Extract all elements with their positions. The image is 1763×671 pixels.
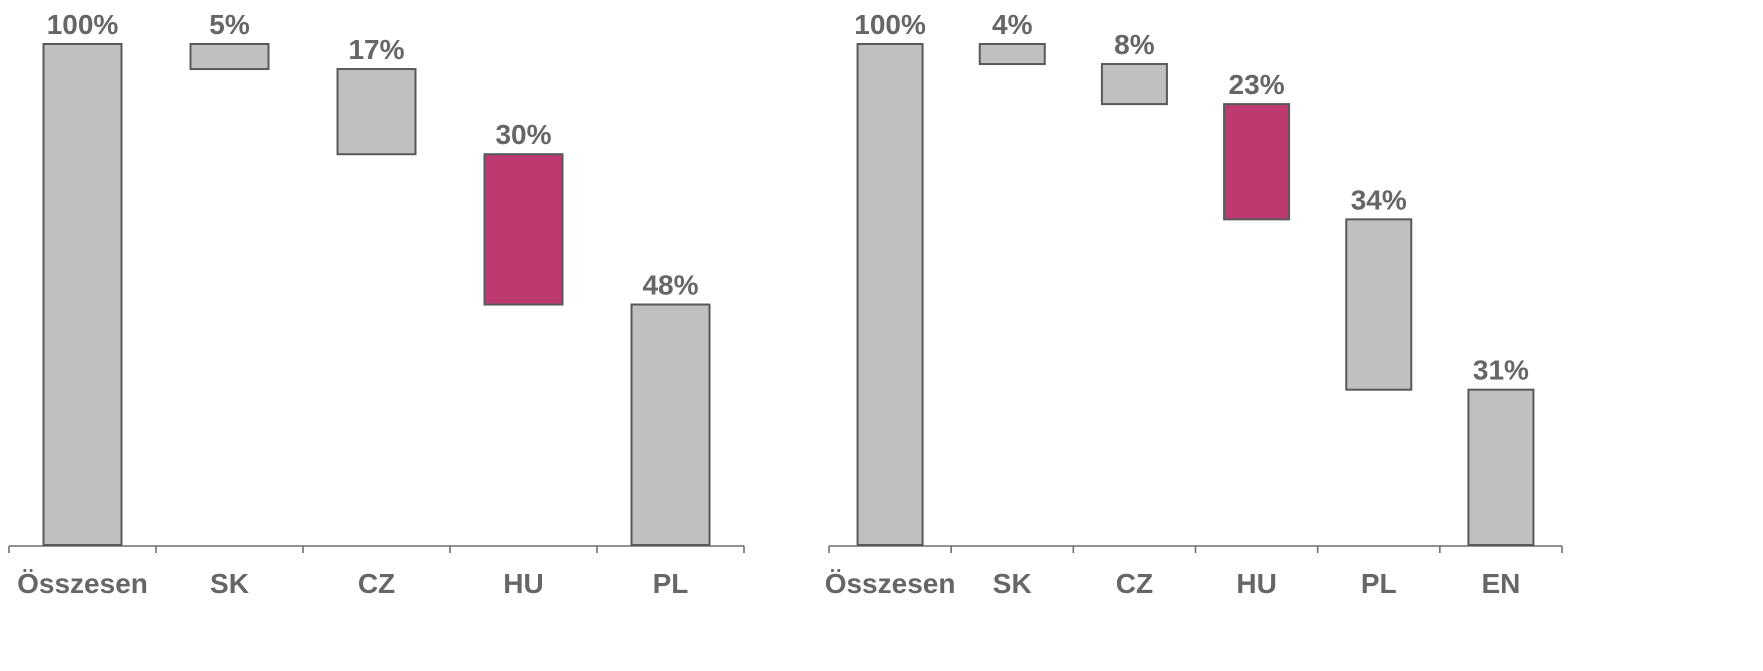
- data-label: 31%: [1473, 355, 1529, 386]
- x-tick-label: SK: [993, 568, 1032, 599]
- bar--sszesen: [42, 43, 123, 546]
- data-label: 5%: [209, 9, 250, 40]
- bar-sk: [978, 43, 1046, 66]
- bar-en: [1467, 388, 1535, 546]
- data-label: 34%: [1351, 184, 1407, 215]
- bar--sszesen: [856, 43, 924, 546]
- x-tick-label: HU: [503, 568, 543, 599]
- x-tick-label: HU: [1236, 568, 1276, 599]
- data-label: 100%: [47, 9, 119, 40]
- bar-cz: [336, 68, 417, 156]
- data-label: 4%: [992, 9, 1033, 40]
- x-tick-label: EN: [1481, 568, 1520, 599]
- data-label: 23%: [1229, 69, 1285, 100]
- data-label: 30%: [495, 119, 551, 150]
- x-tick-label: SK: [210, 568, 249, 599]
- data-label: 17%: [348, 34, 404, 65]
- waterfall-chart-left: 100% Összesen 5% SK 17% CZ 30% HU 48% PL: [8, 9, 745, 599]
- x-tick-label: PL: [653, 568, 689, 599]
- data-label: 100%: [854, 9, 926, 40]
- bar-cz: [1100, 63, 1168, 106]
- x-tick-label: PL: [1361, 568, 1397, 599]
- bar-pl: [1345, 218, 1413, 391]
- bar-pl: [630, 303, 711, 546]
- bar-sk: [189, 43, 270, 71]
- x-tick-label: CZ: [358, 568, 395, 599]
- data-label: 48%: [642, 270, 698, 301]
- bar-hu: [483, 153, 564, 306]
- x-tick-label: Összesen: [825, 568, 956, 599]
- x-tick-label: CZ: [1116, 568, 1153, 599]
- waterfall-chart-right: 100% Összesen 4% SK 8% CZ 23% HU 34% PL 31% EN: [825, 9, 1563, 599]
- x-tick-label: Összesen: [17, 568, 148, 599]
- data-label: 8%: [1114, 29, 1155, 60]
- bar-hu: [1223, 103, 1291, 221]
